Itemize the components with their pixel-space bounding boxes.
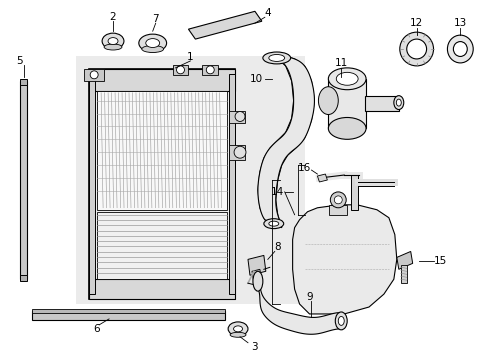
Ellipse shape [399,32,433,66]
Text: 5: 5 [17,56,23,66]
Ellipse shape [327,117,366,139]
Polygon shape [328,205,346,215]
Bar [97,91,226,210]
Ellipse shape [252,271,263,291]
Ellipse shape [327,68,366,90]
Text: 14: 14 [270,187,284,197]
Circle shape [235,112,244,121]
Bar [32,311,224,320]
Bar [20,81,27,279]
Polygon shape [257,56,314,228]
Ellipse shape [338,316,344,325]
Ellipse shape [228,322,247,336]
Bar [202,65,218,75]
Bar [20,79,27,85]
Bar [172,65,188,75]
Ellipse shape [108,37,118,45]
Polygon shape [229,145,244,160]
Circle shape [90,71,98,79]
Text: 16: 16 [297,163,310,173]
Polygon shape [247,255,265,275]
Polygon shape [188,11,262,39]
Text: 1: 1 [187,52,193,62]
Text: 13: 13 [453,18,466,28]
Text: 15: 15 [433,256,446,266]
Text: 6: 6 [93,324,99,334]
Bar [89,69,235,299]
Circle shape [176,66,184,74]
Polygon shape [229,111,244,123]
Ellipse shape [447,35,472,63]
Bar [76,56,304,304]
Bar [97,212,226,279]
Bar [229,74,235,294]
Ellipse shape [230,332,245,337]
Ellipse shape [268,221,278,226]
Ellipse shape [145,39,160,48]
Bar [20,275,27,281]
Circle shape [330,192,346,208]
Text: 4: 4 [264,8,270,18]
Circle shape [334,196,342,204]
Ellipse shape [264,219,283,229]
Text: 2: 2 [109,12,116,22]
Polygon shape [292,205,396,314]
Ellipse shape [139,34,166,52]
Ellipse shape [395,99,401,106]
Bar [89,74,95,294]
Text: 11: 11 [334,58,347,68]
Text: 3: 3 [251,342,258,352]
Ellipse shape [104,44,122,50]
Polygon shape [365,96,398,111]
Ellipse shape [268,54,284,62]
Text: 12: 12 [409,18,423,28]
Ellipse shape [335,312,346,330]
Polygon shape [251,269,262,283]
Circle shape [206,66,214,74]
Bar [89,69,235,91]
Polygon shape [257,56,314,228]
Ellipse shape [393,96,403,109]
Ellipse shape [406,39,426,59]
Ellipse shape [263,52,290,64]
Ellipse shape [336,72,357,85]
Ellipse shape [142,46,163,53]
Text: 9: 9 [305,292,312,302]
Bar [32,309,224,313]
Bar [350,175,357,210]
Bar [327,79,366,129]
Polygon shape [317,174,326,182]
Polygon shape [396,251,412,269]
Bar [89,279,235,299]
Polygon shape [257,274,341,334]
Text: 10: 10 [249,74,262,84]
Ellipse shape [452,41,467,57]
Polygon shape [84,69,104,81]
Bar [400,265,406,283]
Text: 8: 8 [274,243,281,252]
Ellipse shape [318,87,338,114]
Circle shape [234,146,245,158]
Ellipse shape [102,33,123,49]
Ellipse shape [233,326,242,332]
Text: 7: 7 [152,14,159,24]
